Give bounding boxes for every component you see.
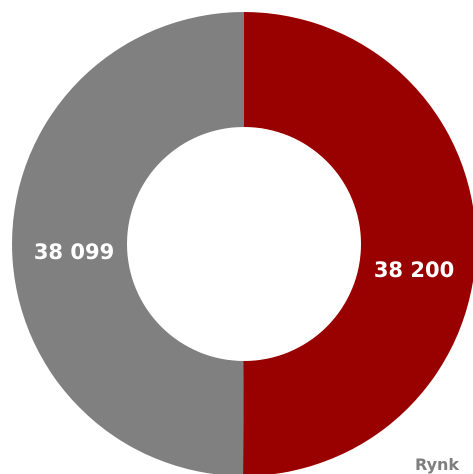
data-label-slice-2: 38 099 [34, 240, 114, 264]
legend-text-fragment: Rynk [415, 455, 460, 474]
data-label-slice-1: 38 200 [374, 258, 454, 282]
data-labels: 38 200 38 099 [34, 240, 454, 282]
donut-hole [127, 127, 361, 361]
